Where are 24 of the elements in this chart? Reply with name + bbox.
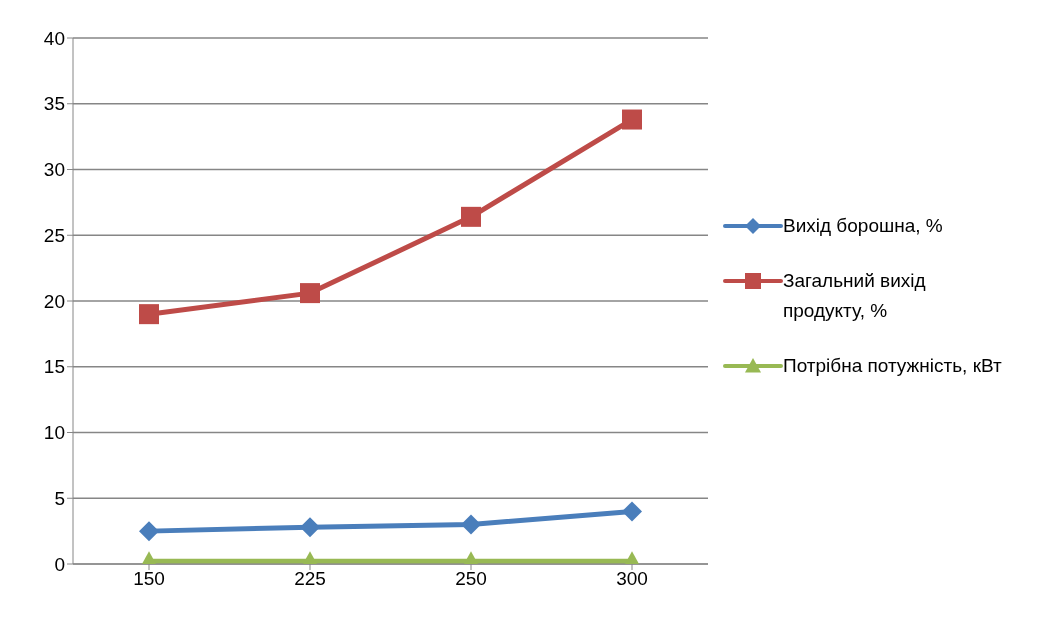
- legend-label: Загальний вихід продукту, %: [783, 268, 927, 323]
- x-tick-label: 150: [133, 568, 165, 590]
- y-tick-label: 40: [43, 27, 65, 49]
- x-tick-label: 250: [455, 568, 487, 590]
- y-tick-label: 30: [43, 159, 65, 181]
- y-tick-label: 25: [43, 224, 65, 246]
- y-tick-label: 35: [43, 93, 65, 115]
- point: [300, 517, 320, 538]
- y-tick-label: 10: [43, 422, 65, 444]
- point: [300, 283, 320, 304]
- point: [461, 206, 481, 227]
- point: [622, 501, 642, 522]
- point: [461, 514, 481, 535]
- x-tick-label: 300: [616, 568, 648, 590]
- legend-label: Вихід борошна, %: [783, 213, 944, 238]
- y-tick-label: 5: [54, 487, 65, 509]
- y-tick-label: 0: [54, 553, 65, 575]
- legend-label: Потрібна потужність, кВт: [783, 353, 1003, 378]
- x-tick-label: 225: [294, 568, 326, 590]
- point: [139, 304, 159, 325]
- point: [139, 521, 159, 542]
- point: [622, 109, 642, 130]
- y-tick-label: 15: [43, 356, 65, 378]
- y-tick-label: 20: [43, 290, 65, 312]
